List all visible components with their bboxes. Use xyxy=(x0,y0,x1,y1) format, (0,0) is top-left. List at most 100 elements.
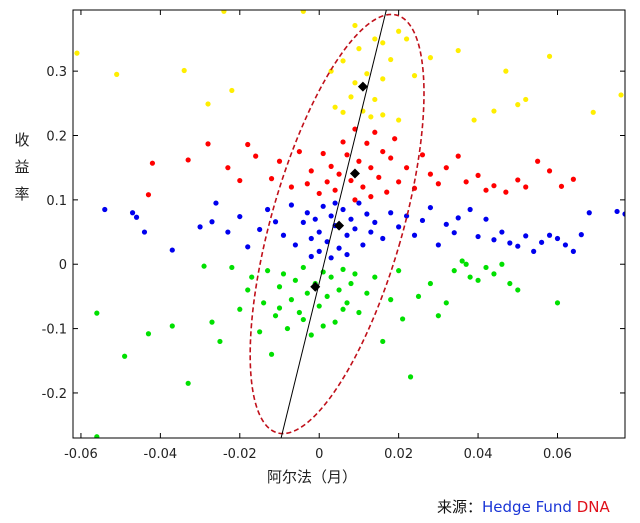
scatter-point-red xyxy=(348,177,354,184)
scatter-point-green xyxy=(245,287,251,293)
scatter-point-blue xyxy=(352,226,358,232)
scatter-point-blue xyxy=(348,216,354,222)
scatter-point-blue xyxy=(507,240,513,246)
scatter-point-yellow xyxy=(455,47,461,54)
scatter-point-blue xyxy=(328,255,334,261)
scatter-point-red xyxy=(237,177,243,184)
scatter-point-yellow xyxy=(348,94,354,100)
axes: -0.06 -0.04 -0.02 0 0.02 0.04 0.06 -0.2 -0.1 0 0.1… xyxy=(42,10,625,462)
scatter-point-yellow xyxy=(380,40,386,46)
scatter-point-blue xyxy=(237,213,243,220)
scatter-point-red xyxy=(225,165,231,171)
scatter-point-blue xyxy=(622,211,625,217)
scatter-point-yellow xyxy=(372,36,378,42)
scatter-point-blue xyxy=(169,247,175,253)
scatter-point-red xyxy=(336,171,342,177)
scatter-point-yellow xyxy=(340,109,346,115)
scatter-point-red xyxy=(340,139,346,145)
mean-diamond-marker xyxy=(334,220,345,231)
scatter-point-green xyxy=(209,319,215,325)
scatter-point-yellow xyxy=(300,10,306,14)
scatter-point-yellow xyxy=(74,50,80,56)
scatter-point-green xyxy=(324,293,330,300)
scatter-point-red xyxy=(443,165,449,171)
scatter-point-green xyxy=(507,280,513,287)
scatter-point-yellow xyxy=(396,28,402,34)
scatter-point-yellow xyxy=(372,96,378,103)
scatter-point-blue xyxy=(197,224,203,230)
scatter-point-yellow xyxy=(411,73,418,79)
scatter-point-red xyxy=(268,176,275,182)
scatter-point-blue xyxy=(419,217,426,224)
scatter-point-red xyxy=(364,140,370,146)
scatter-point-green xyxy=(272,313,279,319)
scatter-point-green xyxy=(459,258,465,264)
scatter-point-yellow xyxy=(523,96,529,103)
scatter-point-blue xyxy=(491,237,497,243)
scatter-point-blue xyxy=(102,206,108,213)
scatter-point-red xyxy=(384,189,390,195)
scatter-point-green xyxy=(407,374,414,380)
scatter-point-blue xyxy=(356,200,362,206)
scatter-point-red xyxy=(185,157,191,163)
scatter-point-red xyxy=(523,184,529,190)
x-tick-label: -0.06 xyxy=(64,447,98,462)
scatter-point-blue xyxy=(225,229,231,235)
scatter-point-green xyxy=(451,268,457,274)
scatter-point-blue xyxy=(316,248,322,254)
scatter-point-blue xyxy=(427,204,434,211)
scatter-point-red xyxy=(419,152,426,158)
scatter-point-yellow xyxy=(471,117,477,123)
scatter-point-red xyxy=(288,184,295,190)
scatter-point-yellow xyxy=(221,10,227,14)
scatter-point-green xyxy=(332,319,338,325)
scatter-point-red xyxy=(570,176,576,182)
scatter-point-green xyxy=(201,263,207,269)
scatter-point-blue xyxy=(308,235,314,242)
scatter-point-yellow xyxy=(340,58,346,64)
scatter-point-yellow xyxy=(352,80,358,86)
scatter-point-green xyxy=(348,280,354,287)
y-tick-label: 0.3 xyxy=(46,65,67,80)
y-axis-label-char-3: 率 xyxy=(14,185,29,203)
scatter-point-yellow xyxy=(403,36,410,42)
scatter-point-blue xyxy=(562,242,569,248)
scatter-point-red xyxy=(344,152,350,158)
scatter-point-blue xyxy=(403,213,410,219)
scatter-point-green xyxy=(396,268,402,274)
scatter-point-green xyxy=(435,313,441,319)
scatter-point-blue xyxy=(523,233,529,239)
scatter-point-blue xyxy=(380,235,386,242)
scatter-point-red xyxy=(396,179,402,185)
scatter-point-blue xyxy=(264,206,271,213)
scatter-point-blue xyxy=(578,232,584,238)
scatter-point-green xyxy=(300,264,306,271)
scatter-point-green xyxy=(340,266,346,272)
confidence-ellipse xyxy=(249,13,425,435)
x-axis-label: 阿尔法（月） xyxy=(267,468,357,486)
scatter-point-blue xyxy=(312,216,318,222)
scatter-point-yellow xyxy=(491,108,497,114)
scatter-point-blue xyxy=(304,210,310,216)
scatter-point-green xyxy=(94,434,100,438)
scatter-point-green xyxy=(344,300,350,306)
y-tick-label: 0 xyxy=(59,258,67,273)
scatter-point-red xyxy=(491,183,497,189)
scatter-point-blue xyxy=(133,214,140,220)
scatter-point-yellow xyxy=(380,76,386,82)
y-tick-label: -0.2 xyxy=(42,387,67,402)
scatter-point-green xyxy=(483,264,489,271)
scatter-point-yellow xyxy=(503,68,509,74)
scatter-point-green xyxy=(388,297,394,303)
scatter-point-yellow xyxy=(427,55,434,61)
scatter-point-red xyxy=(205,141,211,147)
scatter-point-green xyxy=(145,331,152,337)
scatter-point-blue xyxy=(245,244,251,250)
scatter-point-blue xyxy=(435,242,441,248)
scatter-point-red xyxy=(368,165,374,171)
scatter-point-blue xyxy=(213,200,219,206)
scatter-point-red xyxy=(483,187,489,193)
scatter-point-green xyxy=(554,300,561,306)
scatter-point-blue xyxy=(396,224,402,230)
scatter-point-blue xyxy=(344,251,350,258)
